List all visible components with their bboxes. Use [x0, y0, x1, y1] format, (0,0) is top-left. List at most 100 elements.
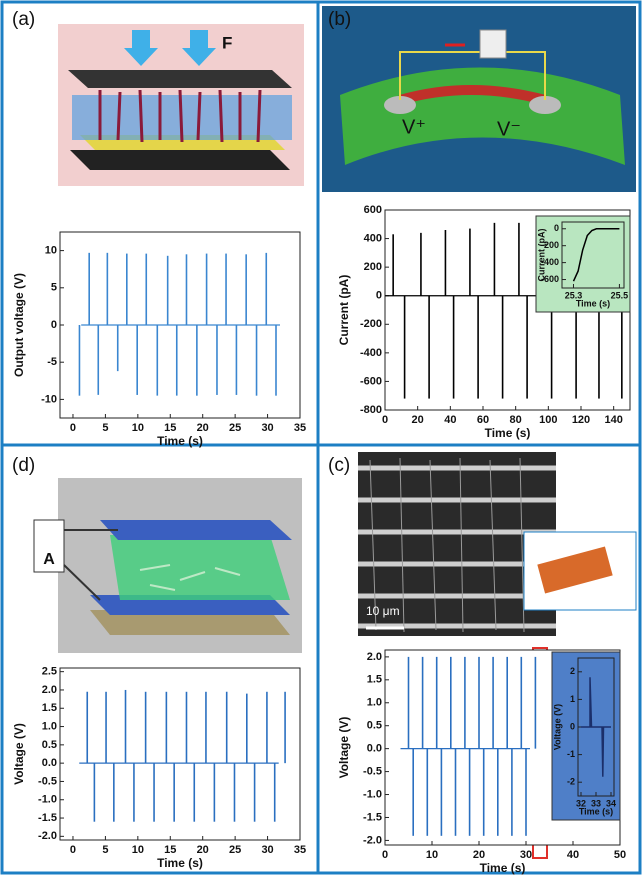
x-axis-label: Time (s) [157, 434, 203, 448]
electrode-label: V⁺ [402, 116, 426, 138]
y-tick-label: -600 [360, 375, 382, 387]
x-axis-label: Time (s) [157, 856, 203, 870]
x-tick-label: 25 [229, 844, 241, 856]
x-tick-label: 30 [520, 849, 532, 861]
x-tick-label: 25.3 [565, 290, 583, 300]
x-tick-label: 10 [132, 844, 144, 856]
y-tick-label: -1 [567, 749, 575, 759]
data-line [581, 677, 611, 777]
y-tick-label: 0.0 [42, 757, 57, 769]
x-tick-label: 5 [102, 422, 108, 434]
x-axis-label: Time (s) [485, 426, 531, 440]
x-tick-label: 30 [261, 844, 273, 856]
x-tick-label: 0 [382, 849, 388, 861]
y-tick-label: 10 [45, 245, 57, 257]
panel-label: (d) [12, 455, 35, 476]
y-tick-label: 1 [570, 694, 575, 704]
panel-label: (b) [328, 9, 351, 30]
y-axis-label: Voltage (V) [12, 723, 26, 785]
x-tick-label: 33 [591, 798, 601, 808]
y-axis-label: Current (pA) [536, 229, 546, 282]
force-label: F [222, 33, 232, 52]
x-tick-label: 20 [197, 422, 209, 434]
chart: -10 -5 0 5 10 0 5 10 15 20 25 30 35 Time (s) Output vo… [12, 231, 306, 448]
y-tick-label: 0.5 [367, 720, 382, 732]
plot-area [561, 221, 625, 289]
y-tick-label: 1.5 [42, 702, 57, 714]
x-tick-label: 100 [539, 414, 557, 426]
scale-bar-label: 10 μm [366, 604, 400, 618]
chart: -2.0 -1.5 -1.0 -0.5 0.0 0.5 1.0 1.5 2.0 2.5 0 5 10 15… [12, 666, 306, 871]
x-axis-label: Time (s) [480, 861, 526, 875]
y-tick-label: -0.5 [363, 765, 382, 777]
x-tick-label: 35 [294, 844, 306, 856]
data-line [572, 228, 620, 282]
y-tick-label: -2.0 [38, 830, 57, 842]
y-tick-label: -2.0 [363, 834, 382, 846]
x-axis-label: Time (s) [576, 298, 610, 308]
y-tick-label: -1.0 [38, 794, 57, 806]
ammeter-label: A [43, 551, 55, 568]
panel-label: (a) [12, 9, 35, 30]
y-tick-label: 200 [364, 261, 382, 273]
x-tick-label: 20 [197, 844, 209, 856]
panel-label: (c) [328, 455, 350, 476]
x-tick-label: 30 [261, 422, 273, 434]
inset-background [551, 651, 621, 821]
illustration-d: A [33, 478, 302, 653]
x-tick-label: 25.5 [611, 290, 629, 300]
y-tick-label: -1.0 [363, 788, 382, 800]
y-tick-label: 0 [51, 319, 57, 331]
y-tick-label: -5 [47, 356, 57, 368]
inset-background [535, 215, 631, 313]
x-tick-label: 80 [510, 414, 522, 426]
y-tick-label: 2 [570, 666, 575, 676]
y-tick-label: -1.5 [38, 812, 57, 824]
x-tick-label: 15 [164, 844, 176, 856]
x-tick-label: 10 [426, 849, 438, 861]
y-tick-label: -10 [41, 393, 57, 405]
y-tick-label: -400 [541, 257, 559, 267]
y-tick-label: -200 [541, 240, 559, 250]
x-tick-label: 32 [576, 798, 586, 808]
x-tick-label: 20 [473, 849, 485, 861]
y-tick-label: 0 [376, 290, 382, 302]
x-tick-label: 120 [572, 414, 590, 426]
y-tick-label: -600 [541, 274, 559, 284]
y-axis-label: Voltage (V) [337, 717, 351, 779]
electrode-label: V⁻ [497, 118, 521, 140]
y-tick-label: 600 [364, 204, 382, 216]
x-tick-label: 40 [444, 414, 456, 426]
illustration-b: V⁺ V⁻ [322, 6, 636, 192]
y-tick-label: 0.0 [367, 743, 382, 755]
x-tick-label: 50 [614, 849, 626, 861]
y-tick-label: -200 [360, 318, 382, 330]
y-tick-label: 0.5 [42, 739, 57, 751]
y-tick-label: 5 [51, 282, 57, 294]
y-tick-label: -1.5 [363, 811, 382, 823]
x-tick-label: 60 [477, 414, 489, 426]
x-tick-label: 5 [102, 844, 108, 856]
illustration-c: 10 μm [358, 452, 637, 636]
x-axis-label: Time (s) [579, 806, 613, 816]
x-tick-label: 35 [294, 422, 306, 434]
y-tick-label: -400 [360, 347, 382, 359]
y-tick-label: 1.0 [42, 720, 57, 732]
x-tick-label: 0 [70, 422, 76, 434]
y-tick-label: 2.5 [42, 666, 57, 678]
y-axis-label: Voltage (V) [552, 704, 562, 750]
x-tick-label: 10 [132, 422, 144, 434]
x-tick-label: 40 [567, 849, 579, 861]
y-tick-label: -2 [567, 777, 575, 787]
y-tick-label: 1.5 [367, 674, 382, 686]
y-tick-label: 0 [554, 223, 559, 233]
x-tick-label: 20 [412, 414, 424, 426]
y-tick-label: 1.0 [367, 697, 382, 709]
y-axis-label: Current (pA) [337, 275, 351, 346]
x-tick-label: 140 [604, 414, 622, 426]
y-tick-label: 400 [364, 232, 382, 244]
y-tick-label: -800 [360, 404, 382, 416]
